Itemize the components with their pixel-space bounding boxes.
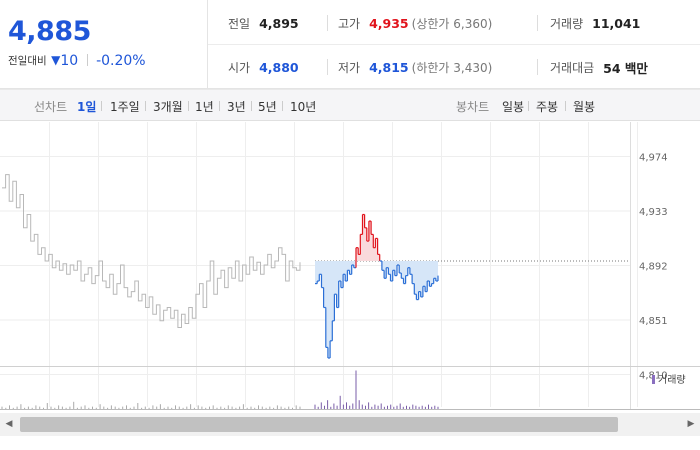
above-reference-area bbox=[315, 214, 438, 262]
quote-panel: 4,885 전일대비 ▼10 -0.20% 전일 4,895 고가 4,935 … bbox=[0, 0, 700, 89]
high-cell: 고가 4,935 (상한가 6,360) bbox=[338, 1, 492, 45]
current-price: 4,885 bbox=[8, 16, 91, 47]
low-label: 저가 bbox=[338, 60, 361, 75]
divider bbox=[537, 59, 538, 75]
amount-label: 거래대금 bbox=[550, 60, 595, 75]
high-value: 4,935 bbox=[369, 15, 409, 31]
volume-cell: 거래량 11,041 bbox=[550, 1, 640, 45]
divider bbox=[528, 101, 529, 111]
below-reference-area bbox=[315, 261, 438, 358]
volume-legend-swatch bbox=[652, 375, 655, 384]
y-tick-label: 4,974 bbox=[639, 153, 668, 164]
volume-value: 11,041 bbox=[592, 15, 641, 31]
divider bbox=[101, 101, 102, 111]
down-triangle-icon: ▼ bbox=[51, 53, 61, 67]
change-row: 전일대비 ▼10 -0.20% bbox=[8, 53, 146, 69]
row-divider bbox=[208, 44, 700, 45]
low-value: 4,815 bbox=[369, 59, 409, 75]
chart-scrollbar[interactable]: ◀ ▶ bbox=[0, 413, 700, 436]
candle-chart-label: 봉차트 bbox=[456, 100, 490, 114]
period-3y[interactable]: 3년 bbox=[227, 100, 246, 114]
y-tick-label: 4,892 bbox=[639, 262, 668, 273]
prev-close-label: 전일 bbox=[228, 16, 251, 31]
volume-legend-label: 거래량 bbox=[658, 374, 686, 386]
period-1y[interactable]: 1년 bbox=[195, 100, 214, 114]
divider bbox=[282, 101, 283, 111]
divider bbox=[327, 59, 328, 75]
volume-label: 거래량 bbox=[550, 16, 584, 31]
open-value: 4,880 bbox=[259, 59, 299, 75]
amount-cell: 거래대금 54 백만 bbox=[550, 45, 648, 89]
period-3m[interactable]: 3개월 bbox=[153, 100, 183, 114]
period-1w[interactable]: 1주일 bbox=[110, 100, 140, 114]
prev-day-series-line bbox=[2, 174, 301, 328]
line-chart-label: 선차트 bbox=[34, 100, 68, 114]
upper-limit: (상한가 6,360) bbox=[411, 16, 493, 31]
divider bbox=[327, 15, 328, 31]
period-10y[interactable]: 10년 bbox=[290, 100, 317, 114]
candle-weekly[interactable]: 주봉 bbox=[536, 100, 559, 114]
candle-daily[interactable]: 일봉 bbox=[502, 100, 525, 114]
low-cell: 저가 4,815 (하한가 3,430) bbox=[338, 45, 492, 89]
divider bbox=[565, 101, 566, 111]
change-amount: 10 bbox=[60, 53, 79, 69]
divider bbox=[86, 54, 88, 66]
change-percent: -0.20% bbox=[96, 53, 146, 69]
y-tick-label: 4,851 bbox=[639, 316, 668, 327]
divider bbox=[537, 15, 538, 31]
change-label: 전일대비 bbox=[8, 55, 47, 67]
period-bar: 선차트 1일 1주일 3개월 1년 3년 5년 10년 봉차트 일봉 주봉 월봉 bbox=[0, 89, 700, 121]
scroll-left-arrow-icon[interactable]: ◀ bbox=[5, 419, 13, 429]
candle-monthly[interactable]: 월봉 bbox=[573, 100, 596, 114]
prev-close-cell: 전일 4,895 bbox=[228, 1, 299, 45]
period-5y[interactable]: 5년 bbox=[258, 100, 277, 114]
price-box: 4,885 전일대비 ▼10 -0.20% bbox=[0, 0, 208, 89]
y-tick-label: 4,933 bbox=[639, 207, 668, 218]
divider bbox=[188, 101, 189, 111]
divider bbox=[145, 101, 146, 111]
divider bbox=[251, 101, 252, 111]
high-label: 고가 bbox=[338, 16, 361, 31]
divider bbox=[219, 101, 220, 111]
period-1d[interactable]: 1일 bbox=[77, 100, 97, 114]
scroll-right-arrow-icon[interactable]: ▶ bbox=[687, 419, 695, 429]
scroll-thumb[interactable] bbox=[20, 417, 618, 432]
prev-close-value: 4,895 bbox=[259, 15, 299, 31]
open-cell: 시가 4,880 bbox=[228, 45, 299, 89]
open-label: 시가 bbox=[228, 60, 251, 75]
lower-limit: (하한가 3,430) bbox=[411, 60, 493, 75]
amount-value: 54 백만 bbox=[603, 60, 648, 76]
